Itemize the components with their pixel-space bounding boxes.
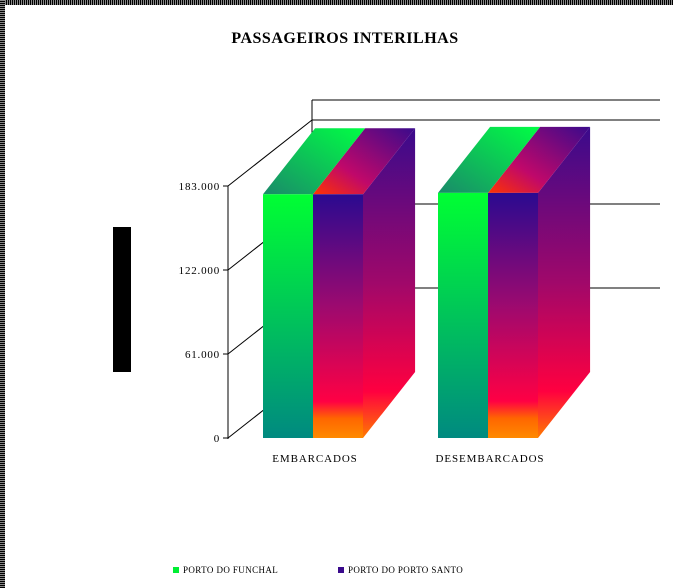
- x-category-label: EMBARCADOS: [272, 453, 357, 465]
- axis-labels: 0 61.000 122.000 183.000 EMBARCADOS DESEMBARC…: [179, 181, 545, 465]
- bar-porto-santo-side: [363, 128, 416, 438]
- frame-border-left: [0, 0, 5, 588]
- gridline-depth: [227, 119, 313, 187]
- bar-funchal: [438, 192, 488, 438]
- y-tick-label: 183.000: [179, 181, 220, 193]
- chart-title: PASSAGEIROS INTERILHAS: [231, 30, 459, 47]
- legend: PORTO DO FUNCHAL PORTO DO PORTO SANTO: [173, 565, 463, 575]
- legend-swatch-porto-santo: [338, 567, 344, 573]
- bars: [263, 126, 591, 438]
- bar-porto-santo-top: [488, 126, 591, 193]
- frame-border-top: [0, 0, 673, 5]
- legend-swatch-funchal: [173, 567, 179, 573]
- bar-porto-santo: [488, 192, 538, 438]
- y-tick-label: 61.000: [185, 349, 220, 361]
- bar-porto-santo: [313, 194, 363, 438]
- bar-funchal-top: [263, 128, 366, 195]
- bar-porto-santo-top: [313, 128, 416, 195]
- x-category-label: DESEMBARCADOS: [436, 453, 545, 465]
- legend-label: PORTO DO FUNCHAL: [183, 565, 278, 575]
- legend-label: PORTO DO PORTO SANTO: [348, 565, 463, 575]
- bar-funchal: [263, 194, 313, 438]
- y-tick-label: 122.000: [179, 265, 220, 277]
- bar-funchal-top: [438, 126, 541, 193]
- y-axis-title-block: [113, 227, 131, 372]
- bar-porto-santo-side: [538, 126, 591, 438]
- y-tick-label: 0: [214, 433, 220, 445]
